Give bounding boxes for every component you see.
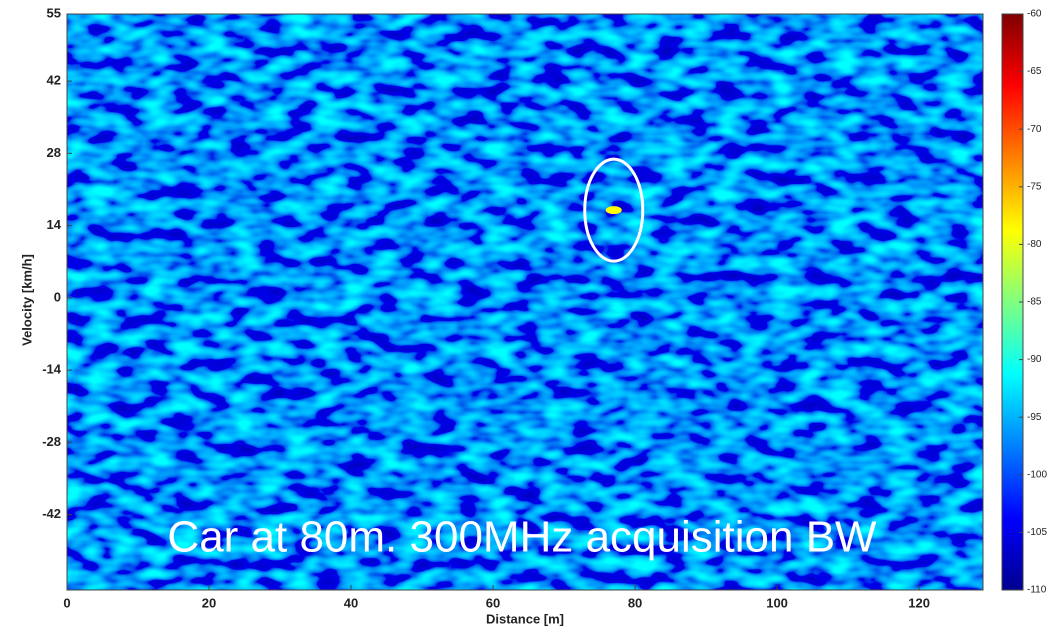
- x-tick-label: 120: [908, 595, 930, 610]
- y-tick-label: 42: [47, 73, 61, 88]
- x-tick-label: 80: [628, 595, 642, 610]
- y-tick-label: -28: [42, 434, 61, 449]
- colorbar-tick-label: -75: [1027, 181, 1042, 192]
- y-tick-label: 55: [47, 5, 61, 20]
- x-tick-label: 60: [486, 595, 500, 610]
- x-tick-label: 100: [766, 595, 788, 610]
- y-axis-label: Velocity [km/h]: [19, 254, 34, 346]
- colorbar-tick-label: -105: [1027, 527, 1047, 538]
- colorbar-tick-label: -60: [1027, 9, 1042, 20]
- heatmap-texture: [67, 14, 983, 590]
- colorbar-tick-label: -80: [1027, 239, 1042, 250]
- colorbar-tick-label: -90: [1027, 354, 1042, 365]
- colorbar-tick-label: -100: [1027, 469, 1047, 480]
- y-tick-label: -42: [42, 506, 61, 521]
- colorbar-tick-label: -110: [1027, 585, 1047, 596]
- colorbar-tick-label: -70: [1027, 124, 1042, 135]
- x-tick-label: 0: [63, 595, 70, 610]
- x-tick-label: 40: [344, 595, 358, 610]
- plot-frame: [66, 13, 984, 591]
- y-tick-label: 14: [47, 217, 62, 232]
- colorbar-tick-label: -95: [1027, 412, 1042, 423]
- colorbar-tick-label: -65: [1027, 66, 1042, 77]
- colorbar-tick-label: -85: [1027, 297, 1042, 308]
- x-tick-label: 20: [202, 595, 216, 610]
- y-tick-label: 0: [54, 289, 61, 304]
- annotation: Car at 80m. 300MHz acquisition BW: [167, 513, 877, 562]
- target-cell: [605, 206, 622, 215]
- target-highlight: [583, 157, 645, 263]
- y-tick-label: -14: [42, 362, 62, 377]
- x-axis-label: Distance [m]: [486, 611, 564, 626]
- y-tick-label: 28: [47, 145, 61, 160]
